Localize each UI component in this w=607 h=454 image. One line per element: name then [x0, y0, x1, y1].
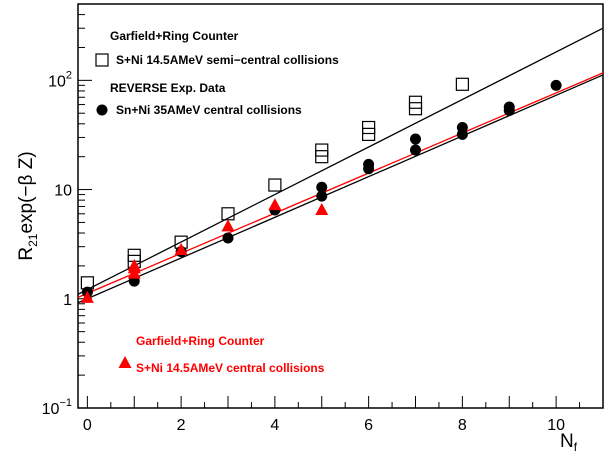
- marker-open-square: [315, 150, 329, 164]
- x-tick-label: 4: [270, 417, 279, 434]
- marker-filled-circle: [96, 104, 108, 116]
- fit-line: [77, 27, 604, 295]
- x-tick-labels: 0 2 4 6 8 10: [83, 417, 565, 434]
- legend-label: Sn+Ni 35AMeV central collisions: [116, 103, 302, 117]
- marker-filled-circle: [316, 190, 328, 202]
- x-tick-label: 10: [547, 417, 565, 434]
- marker-open-square: [362, 120, 376, 135]
- marker-open-square: [455, 77, 469, 91]
- legend-title: REVERSE Exp. Data: [110, 81, 226, 95]
- y-axis-title: R21exp(−β Z): [16, 151, 40, 260]
- marker-filled-triangle: [174, 242, 188, 255]
- legend-title: Garfield+Ring Counter: [110, 29, 239, 43]
- x-tick-label: 6: [364, 417, 373, 434]
- x-tick-label: 0: [83, 417, 92, 434]
- marker-filled-circle: [316, 181, 328, 193]
- marker-filled-triangle: [268, 198, 282, 211]
- marker-filled-circle: [503, 101, 515, 113]
- marker-filled-triangle: [315, 202, 329, 215]
- marker-filled-triangle: [127, 258, 141, 271]
- marker-filled-circle: [363, 158, 375, 170]
- legend-title: Garfield+Ring Counter: [136, 334, 265, 348]
- marker-filled-triangle: [221, 219, 235, 232]
- marker-filled-circle: [550, 79, 562, 91]
- marker-open-square: [268, 178, 282, 192]
- x-tick-label: 8: [458, 417, 467, 434]
- axis-ticks: [78, 3, 604, 409]
- fit-line: [77, 74, 604, 304]
- legend-label: S+Ni 14.5AMeV semi−central collisions: [116, 53, 339, 67]
- data-points: [80, 77, 562, 303]
- legend: Garfield+Ring Counter S+Ni 14.5AMeV semi−…: [95, 29, 339, 375]
- marker-filled-triangle: [80, 290, 94, 303]
- marker-open-square: [95, 53, 109, 67]
- marker-filled-circle: [410, 133, 421, 145]
- legend-label: S+Ni 14.5AMeV central collisions: [136, 361, 325, 375]
- marker-open-square: [315, 143, 329, 157]
- marker-filled-circle: [222, 232, 234, 244]
- marker-filled-circle: [410, 144, 421, 156]
- marker-open-square: [408, 95, 423, 109]
- y-tick-label: 1: [63, 292, 72, 309]
- marker-filled-circle: [456, 122, 468, 134]
- y-tick-label: 10−1: [42, 397, 72, 418]
- x-axis-title: Nf: [560, 431, 578, 454]
- marker-open-square: [362, 127, 376, 141]
- y-tick-label: 102: [48, 69, 72, 90]
- x-tick-label: 2: [177, 417, 186, 434]
- y-tick-labels: 10−1 1 10 102: [42, 69, 72, 418]
- fit-line: [77, 72, 604, 298]
- fit-lines: [77, 27, 604, 304]
- y-tick-label: 10: [54, 183, 72, 200]
- marker-filled-triangle: [118, 356, 132, 368]
